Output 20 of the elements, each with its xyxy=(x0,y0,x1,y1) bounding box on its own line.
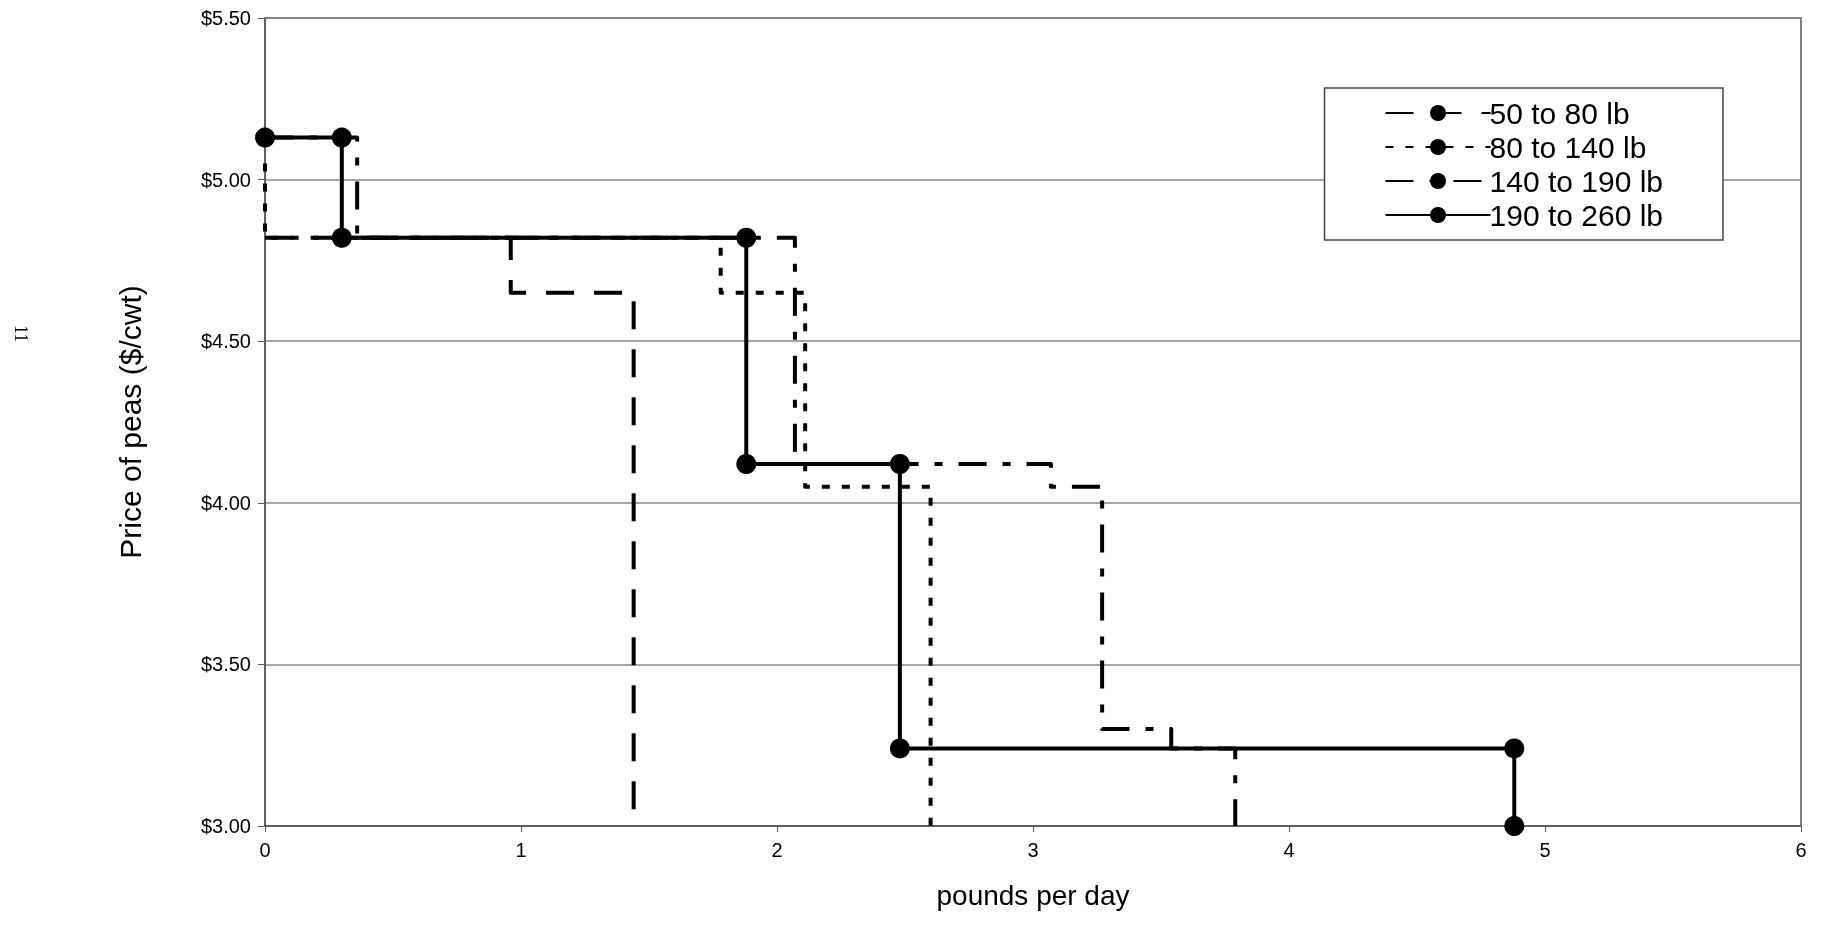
y-tick-label: $5.50 xyxy=(200,7,251,29)
text: 11 xyxy=(11,325,31,343)
y-tick-label: $3.50 xyxy=(200,653,251,676)
x-tick-label: 5 xyxy=(1539,839,1551,861)
x-tick-label: 6 xyxy=(1795,839,1807,861)
x-tick-label: 4 xyxy=(1283,839,1295,861)
x-tick-label: 1 xyxy=(515,839,527,861)
y-tick-label: $5.00 xyxy=(200,168,251,191)
x-axis-title: pounds per day xyxy=(936,879,1130,911)
y-tick-label: $3.00 xyxy=(200,815,251,837)
y-tick-label: $4.50 xyxy=(200,330,251,353)
legend-label: 50 to 80 lb xyxy=(1489,96,1630,130)
x-tick-label: 0 xyxy=(259,839,271,861)
x-tick-label: 3 xyxy=(1027,839,1039,861)
y-tick-label: $4.00 xyxy=(200,491,251,514)
legend-label: 190 to 260 lb xyxy=(1489,198,1663,232)
x-tick-label: 2 xyxy=(771,839,783,861)
legend-label: 140 to 190 lb xyxy=(1489,164,1663,198)
legend-label: 80 to 140 lb xyxy=(1489,130,1647,164)
y-axis-title: Price of peas ($/cwt) xyxy=(113,285,147,559)
